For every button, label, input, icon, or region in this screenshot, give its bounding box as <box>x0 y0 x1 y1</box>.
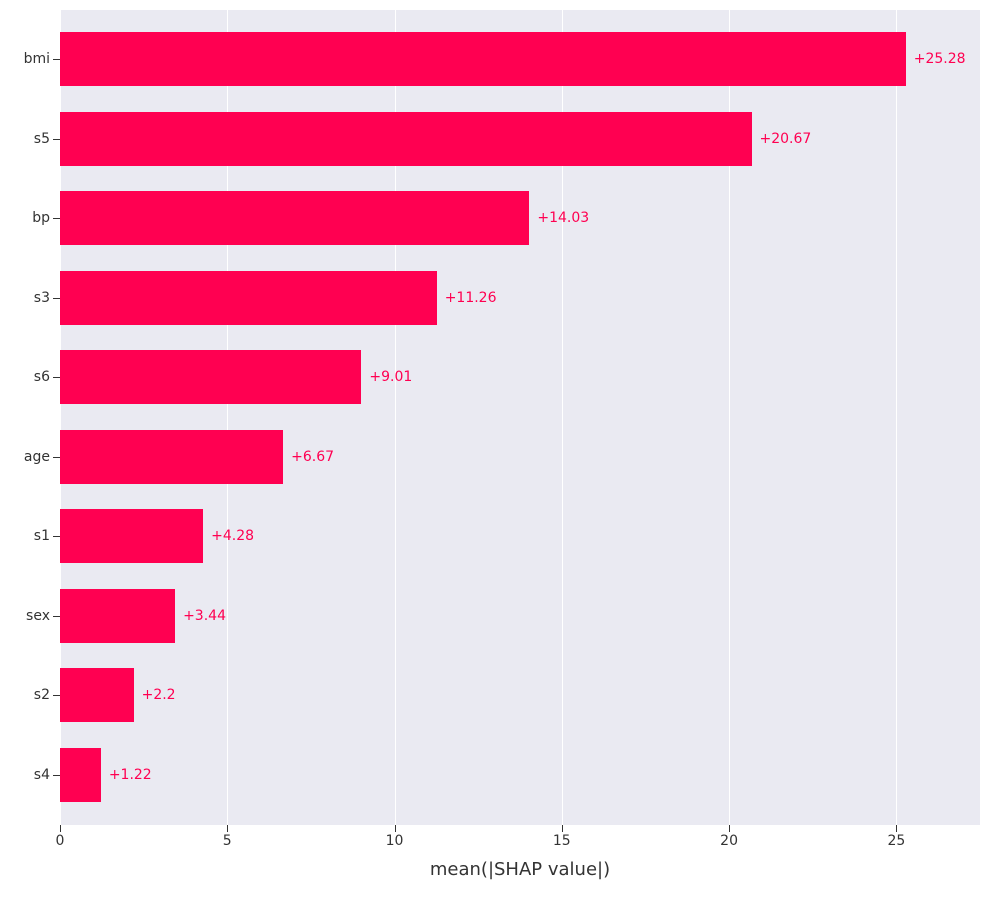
bar <box>60 271 437 325</box>
y-tick-label: s1 <box>34 528 60 544</box>
y-tick-label: sex <box>26 608 60 624</box>
bar-value-label: +1.22 <box>101 748 152 802</box>
bar-value-label: +14.03 <box>529 191 589 245</box>
bar <box>60 509 203 563</box>
y-tick-label: bp <box>32 210 60 226</box>
x-tick-label: 10 <box>386 825 404 849</box>
shap-bar-chart-figure: mean(|SHAP value|) 0 5 10 15 20 25 bmi +25.28 s5… <box>0 0 1000 900</box>
bar-value-label: +2.2 <box>134 668 176 722</box>
x-tick-label: 20 <box>720 825 738 849</box>
plot-area: mean(|SHAP value|) 0510152025bmi+25.28s5… <box>60 10 980 825</box>
bar-value-label: +11.26 <box>437 271 497 325</box>
bar <box>60 350 361 404</box>
y-tick-label: bmi <box>24 51 60 67</box>
x-tick-label: 15 <box>553 825 571 849</box>
y-tick-label: s5 <box>34 131 60 147</box>
y-tick-label: s3 <box>34 290 60 306</box>
y-tick-label: s6 <box>34 369 60 385</box>
bar-value-label: +3.44 <box>175 589 226 643</box>
x-tick-label: 5 <box>223 825 232 849</box>
bar <box>60 748 101 802</box>
bar <box>60 430 283 484</box>
bar <box>60 589 175 643</box>
bar-value-label: +6.67 <box>283 430 334 484</box>
bar <box>60 668 134 722</box>
y-tick-label: age <box>24 449 60 465</box>
bar-value-label: +4.28 <box>203 509 254 563</box>
x-tick-label: 0 <box>56 825 65 849</box>
bar <box>60 32 906 86</box>
y-tick-label: s2 <box>34 687 60 703</box>
bar <box>60 112 752 166</box>
gridline <box>896 10 897 825</box>
x-tick-label: 25 <box>887 825 905 849</box>
bar-value-label: +9.01 <box>361 350 412 404</box>
bar-value-label: +25.28 <box>906 32 966 86</box>
bar-value-label: +20.67 <box>752 112 812 166</box>
x-axis-label: mean(|SHAP value|) <box>430 825 610 880</box>
bar <box>60 191 529 245</box>
y-tick-label: s4 <box>34 767 60 783</box>
